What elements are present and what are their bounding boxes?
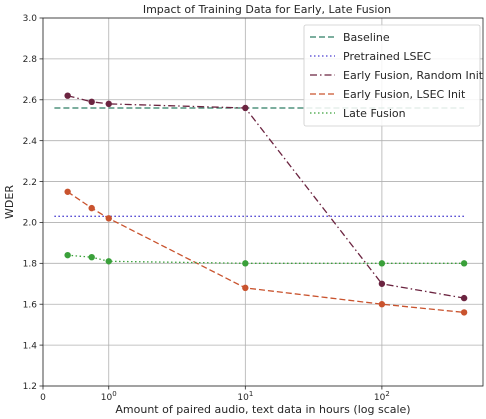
y-tick-label: 1.2 (23, 382, 37, 392)
data-point (105, 215, 112, 222)
y-tick-label: 1.4 (23, 341, 38, 351)
data-point (460, 309, 468, 316)
x-tick-label: 101 (237, 390, 253, 403)
data-point (242, 284, 249, 292)
legend-label: Pretrained LSEC (343, 50, 431, 63)
x-tick-label: 0 (40, 393, 46, 403)
data-point (88, 254, 95, 261)
series-line (67, 95, 465, 299)
y-tick-label: 2.2 (23, 178, 37, 188)
data-point (378, 301, 386, 308)
data-point (64, 92, 71, 99)
y-tick-label: 2.0 (23, 219, 38, 229)
chart-title: Impact of Training Data for Early, Late … (143, 3, 391, 16)
legend: Baseline Pretrained LSEC Early Fusion, Ran… (303, 24, 484, 127)
legend-label: Baseline (343, 31, 390, 44)
y-tick-label: 3.0 (23, 14, 38, 24)
data-point (460, 260, 468, 267)
legend-label: Early Fusion, LSEC Init (343, 88, 466, 101)
x-axis-ticks: 0 100 101 102 (40, 386, 390, 403)
data-point (64, 251, 71, 259)
y-tick-label: 2.8 (23, 55, 38, 65)
series-2 (64, 92, 468, 302)
y-tick-label: 1.8 (23, 260, 38, 270)
series-line (67, 254, 465, 264)
y-tick-label: 2.6 (23, 96, 38, 106)
y-tick-label: 1.6 (23, 300, 38, 310)
data-point (88, 204, 95, 212)
data-point (64, 188, 71, 195)
y-axis-label: WDER (3, 185, 16, 219)
legend-label: Late Fusion (343, 107, 406, 120)
data-point (242, 104, 249, 112)
data-point (88, 98, 95, 106)
series-layer (54, 92, 468, 316)
x-tick-label: 102 (374, 390, 390, 403)
data-point (460, 294, 468, 302)
series-3 (64, 188, 468, 316)
data-point (378, 260, 386, 267)
data-point (105, 100, 112, 108)
data-point (105, 258, 112, 265)
legend-box (303, 24, 481, 127)
x-tick-label: 100 (101, 390, 117, 403)
data-point (378, 280, 386, 287)
series-line (67, 191, 465, 314)
y-tick-label: 2.4 (23, 137, 38, 147)
x-axis-label: Amount of paired audio, text data in hou… (115, 403, 410, 416)
y-axis-ticks: 1.2 1.4 1.6 1.8 2.0 2.2 2.4 2.6 2.8 3.0 (23, 14, 43, 392)
data-point (242, 260, 249, 267)
plot-area-frame (42, 17, 484, 387)
series-4 (64, 251, 468, 267)
legend-label: Early Fusion, Random Init (343, 69, 484, 82)
